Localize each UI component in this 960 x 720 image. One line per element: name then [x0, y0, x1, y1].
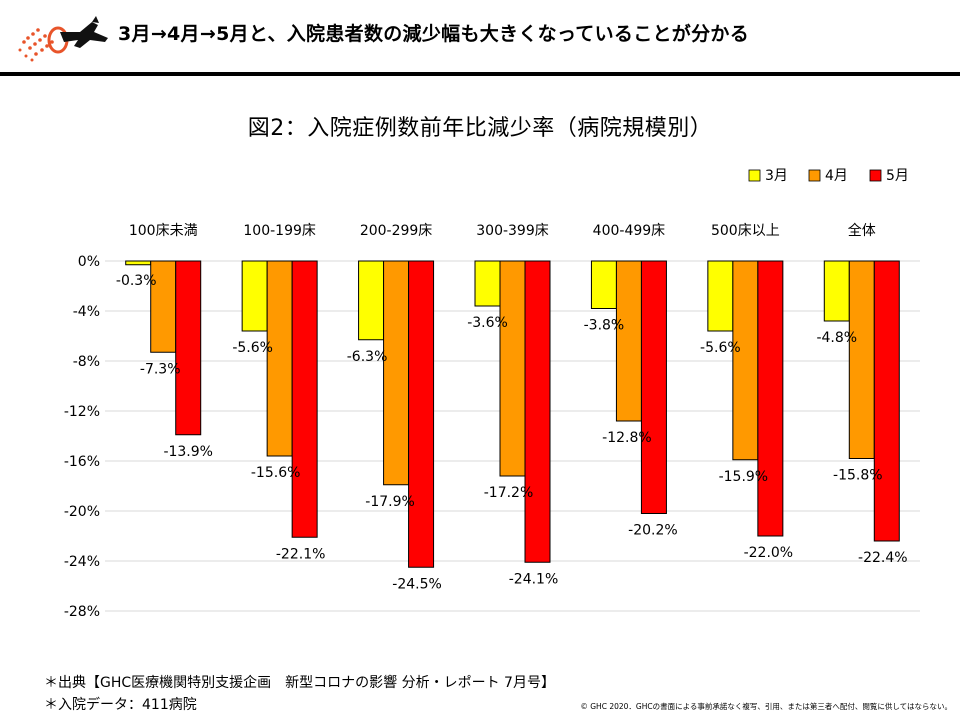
- bar: [358, 260, 385, 341]
- bar: [291, 260, 318, 538]
- y-axis-ticks: 0% -4% -8% -12% -16% -20% -24% -28%: [64, 254, 100, 620]
- y-tick-label: -16%: [64, 454, 100, 470]
- category-label: 100床未満: [129, 223, 198, 239]
- headline: 3月→4月→5月と、入院患者数の減少幅も大きくなっていることが分かる: [118, 23, 749, 45]
- data-note: ＊入院データ：411病院: [44, 697, 197, 713]
- copyright-notice: © GHC 2020．GHCの書面による事前承諾なく複写、引用、または第三者へ配…: [580, 702, 952, 711]
- category-labels: 100床未満 100-199床 200-299床 300-399床 400-499床 50…: [129, 222, 876, 239]
- bar: [383, 260, 410, 486]
- legend-swatch: [808, 169, 821, 182]
- data-label: -22.1%: [276, 546, 326, 562]
- bar: [175, 260, 202, 436]
- legend-swatch: [748, 169, 761, 182]
- data-label: -13.9%: [163, 444, 213, 460]
- bar: [732, 260, 759, 461]
- legend-label: 3月: [765, 168, 788, 184]
- y-tick-label: -24%: [64, 554, 100, 570]
- data-label: -3.8%: [584, 318, 625, 334]
- header-divider: [0, 72, 960, 76]
- logo-icon: [18, 16, 108, 62]
- bar: [524, 260, 551, 563]
- category-label: 300-399床: [476, 223, 549, 239]
- data-label: -24.1%: [509, 571, 559, 587]
- legend-label: 5月: [886, 168, 909, 184]
- slide-header: 3月→4月→5月と、入院患者数の減少幅も大きくなっていることが分かる: [0, 0, 960, 78]
- bar: [615, 260, 642, 422]
- data-label: -6.3%: [347, 349, 388, 365]
- data-label: -5.6%: [232, 340, 273, 356]
- data-label: -24.5%: [392, 576, 442, 592]
- data-label: -7.3%: [140, 361, 181, 377]
- data-label: -17.2%: [484, 485, 534, 501]
- bar: [823, 260, 850, 322]
- bar: [640, 260, 667, 514]
- category-label: 200-299床: [360, 223, 433, 239]
- category-label: 400-499床: [593, 223, 666, 239]
- category-label: 500床以上: [711, 223, 780, 239]
- bar: [474, 260, 501, 307]
- bar: [499, 260, 526, 477]
- y-tick-label: -8%: [73, 354, 100, 370]
- bar: [757, 260, 784, 537]
- bars: [125, 260, 900, 568]
- data-label: -17.9%: [365, 494, 415, 510]
- bar: [590, 260, 617, 309]
- data-label: -15.6%: [251, 465, 301, 481]
- y-tick-label: -20%: [64, 504, 100, 520]
- data-label: -12.8%: [602, 430, 652, 446]
- bar: [241, 260, 268, 332]
- legend-label: 4月: [825, 168, 848, 184]
- bar: [873, 260, 900, 542]
- bar: [125, 260, 152, 266]
- category-label: 100-199床: [243, 223, 316, 239]
- data-label: -0.3%: [116, 273, 157, 289]
- legend: 3月 4月 5月: [748, 168, 909, 184]
- data-label: -5.6%: [700, 340, 741, 356]
- category-label: 全体: [848, 222, 876, 239]
- bar: [266, 260, 293, 457]
- data-label: -22.0%: [744, 545, 794, 561]
- y-tick-label: -4%: [73, 304, 100, 320]
- data-label: -3.6%: [467, 315, 508, 331]
- data-label: -20.2%: [628, 523, 678, 539]
- y-tick-label: -28%: [64, 604, 100, 620]
- data-label: -15.9%: [719, 469, 769, 485]
- y-tick-label: 0%: [78, 254, 100, 270]
- data-label: -22.4%: [858, 550, 908, 566]
- chart-title: 図2：入院症例数前年比減少率（病院規模別）: [247, 116, 713, 141]
- source-note: ＊出典【GHC医療機関特別支援企画 新型コロナの影響 分析・レポート 7月号】: [44, 675, 555, 691]
- bar: [408, 260, 435, 568]
- bar: [707, 260, 734, 332]
- data-label: -4.8%: [816, 330, 857, 346]
- bar: [848, 260, 875, 459]
- bar: [150, 260, 177, 353]
- y-tick-label: -12%: [64, 404, 100, 420]
- data-labels: -0.3% -7.3% -13.9% -5.6% -15.6% -22.1% -6.3% -1…: [116, 273, 908, 593]
- legend-swatch: [869, 169, 882, 182]
- data-label: -15.8%: [833, 468, 883, 484]
